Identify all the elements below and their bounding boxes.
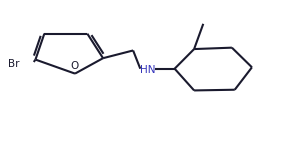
Text: Br: Br: [8, 59, 20, 69]
Text: O: O: [71, 61, 79, 71]
Text: HN: HN: [140, 65, 155, 75]
